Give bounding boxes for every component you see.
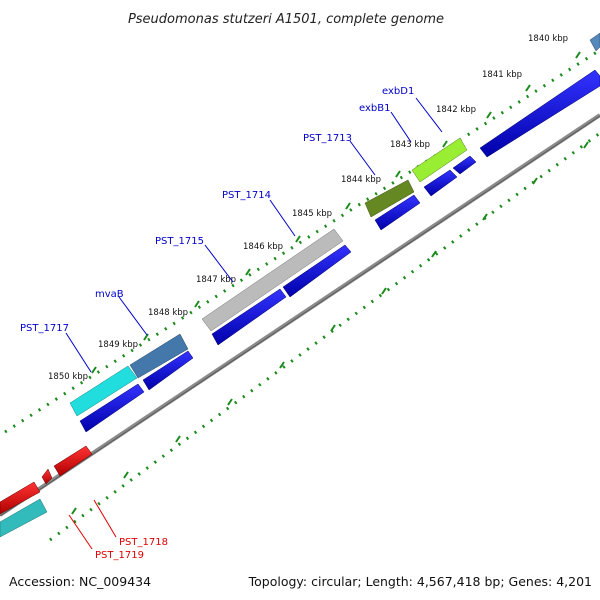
cds-feature[interactable] [282,244,352,298]
gene-label-PST-1718[interactable]: PST_1718 [119,537,168,548]
kbp-label: 1845 kbp [292,209,332,219]
kbp-tick [143,333,149,341]
scale-track-inner [49,131,600,542]
kbp-label: 1847 kbp [196,275,236,285]
kbp-tick [575,51,581,59]
kbp-label: 1844 kbp [341,175,381,185]
kbp-tick [194,300,200,308]
kbp-tick [525,84,531,92]
gene-label-exbB1[interactable]: exbB1 [359,103,390,114]
kbp-tick [345,202,351,210]
gene-feature-PST-1714[interactable] [201,228,344,332]
gene-feature-partial[interactable] [589,32,600,52]
kbp-tick [245,268,251,276]
gene-feature-mvaB[interactable] [129,333,189,379]
kbp-label: 1841 kbp [482,70,522,80]
gene-label-PST-1717[interactable]: PST_1717 [20,323,69,334]
cds-forward-track [79,69,600,433]
kbp-label: 1848 kbp [148,308,188,318]
gene-label-PST-1715[interactable]: PST_1715 [155,236,204,247]
gene-feature-PST-1713[interactable] [364,179,415,218]
kbp-tick [395,170,401,178]
gene-label-PST-1714[interactable]: PST_1714 [222,190,271,201]
inner-ticks [71,141,589,515]
gene-feature-PST-1717[interactable] [69,365,138,417]
kbp-scale: 1840 kbp 1841 kbp 1842 kbp 1843 kbp 1844… [48,34,581,382]
kbp-label: 1846 kbp [243,242,283,252]
cds-feature[interactable] [374,194,421,231]
cds-feature[interactable] [142,350,194,391]
gene-labels: exbD1 exbB1 PST_1713 PST_1714 PST_1715 m… [20,86,414,561]
cds-feature[interactable] [53,445,93,477]
accession-text: Accession: NC_009434 [9,574,151,589]
gene-feature-exbD1[interactable] [411,137,468,183]
kbp-label: 1843 kbp [390,140,430,150]
kbp-tick [91,366,97,374]
cds-feature[interactable] [423,169,458,197]
gene-features [0,32,600,538]
gene-label-PST-1719[interactable]: PST_1719 [95,550,144,561]
gene-label-mvaB[interactable]: mvaB [95,289,124,300]
kbp-label: 1849 kbp [98,340,138,350]
cds-feature[interactable] [79,383,145,433]
cds-feature[interactable] [211,288,287,346]
kbp-tick [295,235,301,243]
kbp-label: 1840 kbp [528,34,568,44]
label-leaders [65,97,443,550]
genome-summary-text: Topology: circular; Length: 4,567,418 bp… [248,574,592,589]
gene-label-PST-1713[interactable]: PST_1713 [303,133,352,144]
cds-feature[interactable] [479,69,600,158]
cds-feature[interactable] [0,481,41,515]
kbp-label: 1850 kbp [48,372,88,382]
cds-feature[interactable] [452,155,477,175]
kbp-label: 1842 kbp [436,105,476,115]
gene-label-exbD1[interactable]: exbD1 [382,86,414,97]
kbp-tick [442,140,448,148]
genome-backbone [0,113,600,517]
kbp-tick [486,111,492,119]
cds-reverse-track [0,445,93,515]
scale-track-outer [4,48,600,434]
gene-feature-PST-1719[interactable] [0,498,48,538]
cds-feature[interactable] [41,468,53,485]
map-title: Pseudomonas stutzeri A1501, complete gen… [128,12,444,27]
